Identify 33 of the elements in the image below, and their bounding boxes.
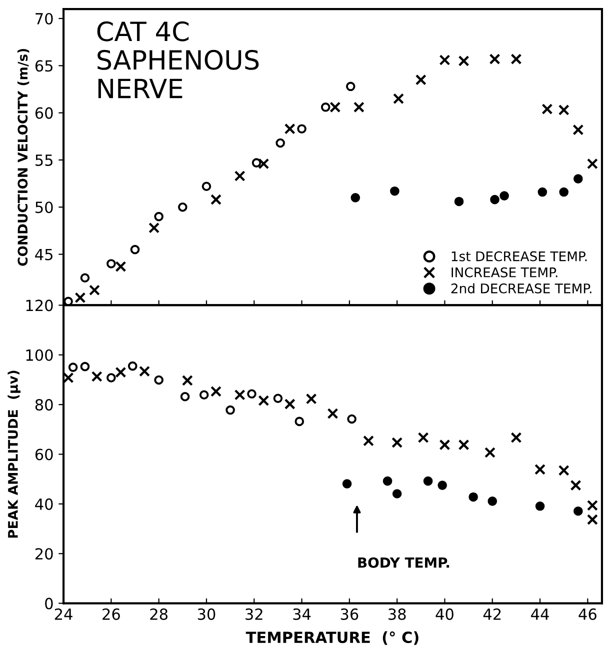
y-axis-title: PEAK AMPLITUDE (μv): [8, 370, 20, 538]
x-tick-label: 26: [102, 608, 120, 620]
x-tick-label: 38: [388, 608, 406, 620]
text: CAT 4C SAPHENOUS NERVE: [97, 21, 259, 98]
y-axis-title: CONDUCTION VELOCITY (m/s): [17, 48, 30, 266]
x-tick-label: 30: [198, 608, 216, 620]
y-tick-label: 50: [36, 202, 53, 214]
y-tick-label: 40: [35, 498, 53, 510]
y-tick-label: 20: [35, 548, 53, 560]
x-tick-label: 36: [340, 608, 358, 620]
y-tick-label: 65: [35, 60, 52, 72]
legend-label: 2nd DECREASE TEMP.: [451, 283, 592, 294]
y-tick-label: 60: [35, 448, 53, 460]
legend-label: INCREASE TEMP.: [452, 267, 558, 278]
x-tick-label: 46: [578, 608, 596, 620]
x-tick-label: 42: [483, 608, 501, 620]
y-tick-label: 55: [36, 154, 52, 166]
x-tick-label: 24: [54, 608, 72, 620]
y-tick-label: 100: [26, 349, 53, 361]
y-tick-label: 60: [35, 107, 53, 119]
x-tick-label: 34: [293, 608, 311, 620]
y-tick-label: 70: [36, 12, 53, 25]
annotation: BODY TEMP.: [358, 557, 450, 568]
x-tick-label: 40: [436, 608, 454, 620]
y-tick-label: 0: [45, 598, 53, 610]
y-tick-label: 120: [26, 300, 53, 312]
x-tick-label: 28: [150, 608, 168, 620]
y-tick-label: 80: [35, 399, 53, 411]
y-tick-label: 45: [35, 248, 52, 260]
legend-label: 1st DECREASE TEMP.: [452, 251, 587, 262]
x-axis-title: TEMPERATURE (° C): [246, 631, 418, 645]
x-tick-label: 32: [246, 608, 262, 620]
x-tick-label: 44: [531, 608, 549, 620]
